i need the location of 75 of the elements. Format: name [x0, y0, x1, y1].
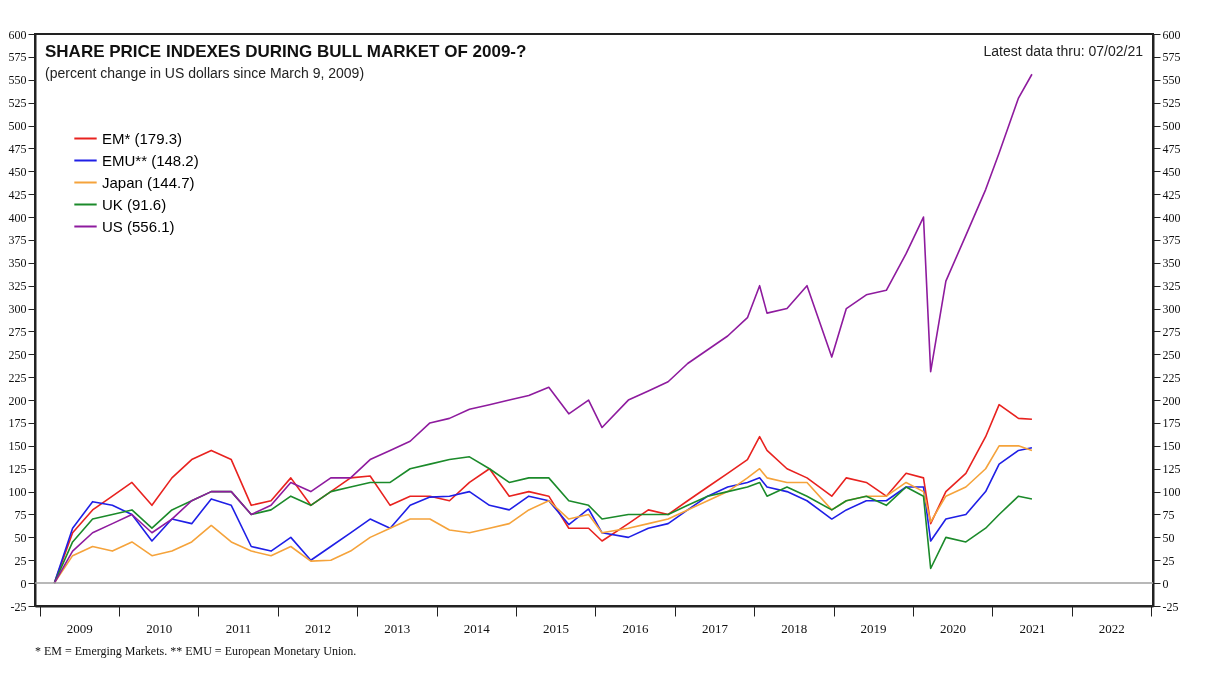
y2-tick-label: 425 [1162, 187, 1181, 202]
chart-title: SHARE PRICE INDEXES DURING BULL MARKET OF 2009-? [45, 42, 527, 61]
y2-tick-label: 175 [1162, 416, 1181, 431]
y2-tick-label: 575 [1162, 50, 1181, 65]
x-tick-label: 2014 [463, 620, 491, 636]
x-tick-label: 2009 [66, 620, 93, 636]
y2-tick-label: 100 [1162, 485, 1181, 500]
y2-tick-label: 475 [1162, 141, 1181, 156]
x-tick-label: 2021 [1019, 620, 1046, 636]
y2-tick-label: 300 [1162, 302, 1181, 317]
legend-label: EMU** (148.2) [102, 151, 199, 169]
y-tick-label: 250 [8, 347, 27, 362]
y-tick-label: 425 [8, 187, 27, 202]
y2-tick-label: 225 [1162, 370, 1181, 385]
y2-tick-label: 350 [1162, 256, 1181, 271]
y2-tick-label: 450 [1162, 164, 1181, 179]
x-tick-label: 2020 [940, 620, 967, 636]
x-tick-label: 2013 [384, 620, 411, 636]
y2-tick-label: 150 [1162, 439, 1181, 454]
y-tick-label: 475 [8, 141, 27, 156]
y2-tick-label: 550 [1162, 73, 1181, 88]
text: (percent change in US dollars since March 9, 2009) [45, 65, 365, 81]
y-tick-label: -25 [10, 599, 27, 614]
y-tick-label: 600 [8, 27, 27, 42]
x-tick-label: 2018 [781, 620, 808, 636]
x-tick-label: 2011 [225, 620, 252, 636]
y2-tick-label: 600 [1162, 27, 1181, 42]
y-tick-label: 175 [8, 416, 27, 431]
y-tick-label: 225 [8, 370, 27, 385]
legend-label: UK (91.6) [102, 195, 167, 213]
x-tick-label: 2010 [146, 620, 173, 636]
y-tick-label: 500 [8, 119, 27, 134]
y2-tick-label: 25 [1162, 553, 1175, 568]
y2-tick-label: 50 [1162, 530, 1175, 545]
y-tick-label: 275 [8, 324, 27, 339]
x-tick-label: 2012 [305, 620, 332, 636]
y2-tick-label: 125 [1162, 462, 1181, 477]
legend-label: US (556.1) [102, 217, 175, 235]
x-tick-label: 2016 [622, 620, 650, 636]
legend-label: Japan (144.7) [102, 173, 195, 191]
y-tick-label: 400 [8, 210, 27, 225]
y2-tick-label: 325 [1162, 279, 1181, 294]
y2-tick-label: -25 [1162, 599, 1179, 614]
y-tick-label: 0 [20, 576, 27, 591]
y2-tick-label: 525 [1162, 96, 1181, 111]
y-tick-label: 450 [8, 164, 27, 179]
y-tick-label: 75 [14, 507, 27, 522]
y-tick-label: 200 [8, 393, 27, 408]
annotation: Latest data thru: 07/02/21 [983, 43, 1144, 59]
y2-tick-label: 400 [1162, 210, 1181, 225]
text: * EM = Emerging Markets. ** EMU = European Monetary Union. [35, 644, 357, 658]
y-tick-label: 375 [8, 233, 27, 248]
y2-tick-label: 275 [1162, 324, 1181, 339]
y-tick-label: 125 [8, 462, 27, 477]
y2-tick-label: 375 [1162, 233, 1181, 248]
y2-tick-label: 0 [1162, 576, 1169, 591]
y-tick-label: 525 [8, 96, 27, 111]
legend-label: EM* (179.3) [102, 129, 183, 147]
y2-tick-label: 75 [1162, 507, 1175, 522]
x-tick-label: 2017 [701, 620, 729, 636]
x-tick-label: 2015 [543, 620, 570, 636]
y-tick-label: 325 [8, 279, 27, 294]
y-tick-label: 550 [8, 73, 27, 88]
x-tick-label: 2019 [860, 620, 887, 636]
y-tick-label: 25 [14, 553, 27, 568]
y-tick-label: 575 [8, 50, 27, 65]
y2-tick-label: 200 [1162, 393, 1181, 408]
y-tick-label: 350 [8, 256, 27, 271]
y-tick-label: 50 [14, 530, 27, 545]
y-tick-label: 300 [8, 302, 27, 317]
x-tick-label: 2022 [1098, 620, 1125, 636]
y-tick-label: 150 [8, 439, 27, 454]
y2-tick-label: 500 [1162, 119, 1181, 134]
y2-tick-label: 250 [1162, 347, 1181, 362]
y-tick-label: 100 [8, 485, 27, 500]
